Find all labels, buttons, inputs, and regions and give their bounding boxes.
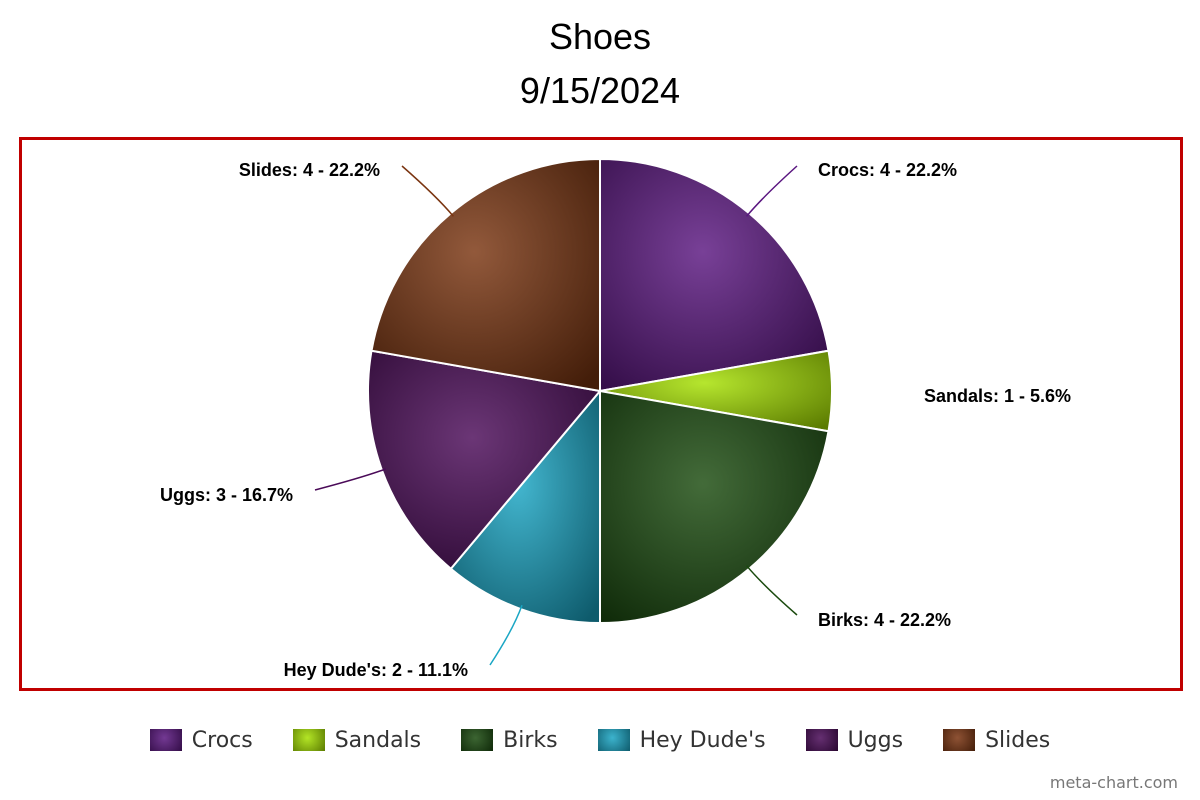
leader-line [489, 604, 523, 666]
pie-slice-birks[interactable] [599, 389, 830, 625]
leader-line [401, 165, 454, 217]
legend-item-birks[interactable]: Birks [461, 727, 558, 753]
leader-line [746, 165, 798, 217]
legend-swatch [943, 729, 976, 751]
leader-line [314, 468, 387, 491]
legend-swatch [292, 729, 325, 751]
legend-swatch [597, 729, 630, 751]
legend-label: Sandals [334, 727, 422, 753]
slice-label: Crocs: 4 - 22.2% [818, 160, 957, 180]
slice-label: Hey Dude's: 2 - 11.1% [284, 660, 468, 680]
legend-label: Hey Dude's [639, 727, 766, 753]
chart-title: Shoes [548, 16, 652, 57]
chart-subtitle: 9/15/2024 [519, 70, 681, 111]
legend-item-uggs[interactable]: Uggs [805, 727, 904, 753]
legend-label: Birks [503, 727, 558, 753]
credit-text[interactable]: meta-chart.com [1049, 773, 1178, 792]
slice-label: Uggs: 3 - 16.7% [160, 485, 293, 505]
slice-label: Sandals: 1 - 5.6% [924, 386, 1071, 406]
legend-swatch [805, 729, 838, 751]
legend-item-crocs[interactable]: Crocs [149, 727, 253, 753]
legend-item-sandals[interactable]: Sandals [292, 727, 422, 753]
legend-item-hey-dudes[interactable]: Hey Dude's [597, 727, 766, 753]
pie-slice-slides[interactable] [370, 157, 601, 393]
slice-label: Birks: 4 - 22.2% [818, 610, 951, 630]
slice-label: Slides: 4 - 22.2% [239, 160, 380, 180]
legend-label: Crocs [191, 727, 253, 753]
legend: Crocs Sandals Birks Hey Dude's Uggs Slid… [0, 724, 1200, 756]
legend-swatch [461, 729, 494, 751]
legend-label: Slides [985, 727, 1051, 753]
plot-area-frame [19, 137, 1183, 691]
legend-item-slides[interactable]: Slides [943, 728, 1050, 753]
leader-line [746, 565, 798, 616]
legend-swatch [149, 729, 182, 751]
legend-label: Uggs [847, 727, 904, 753]
